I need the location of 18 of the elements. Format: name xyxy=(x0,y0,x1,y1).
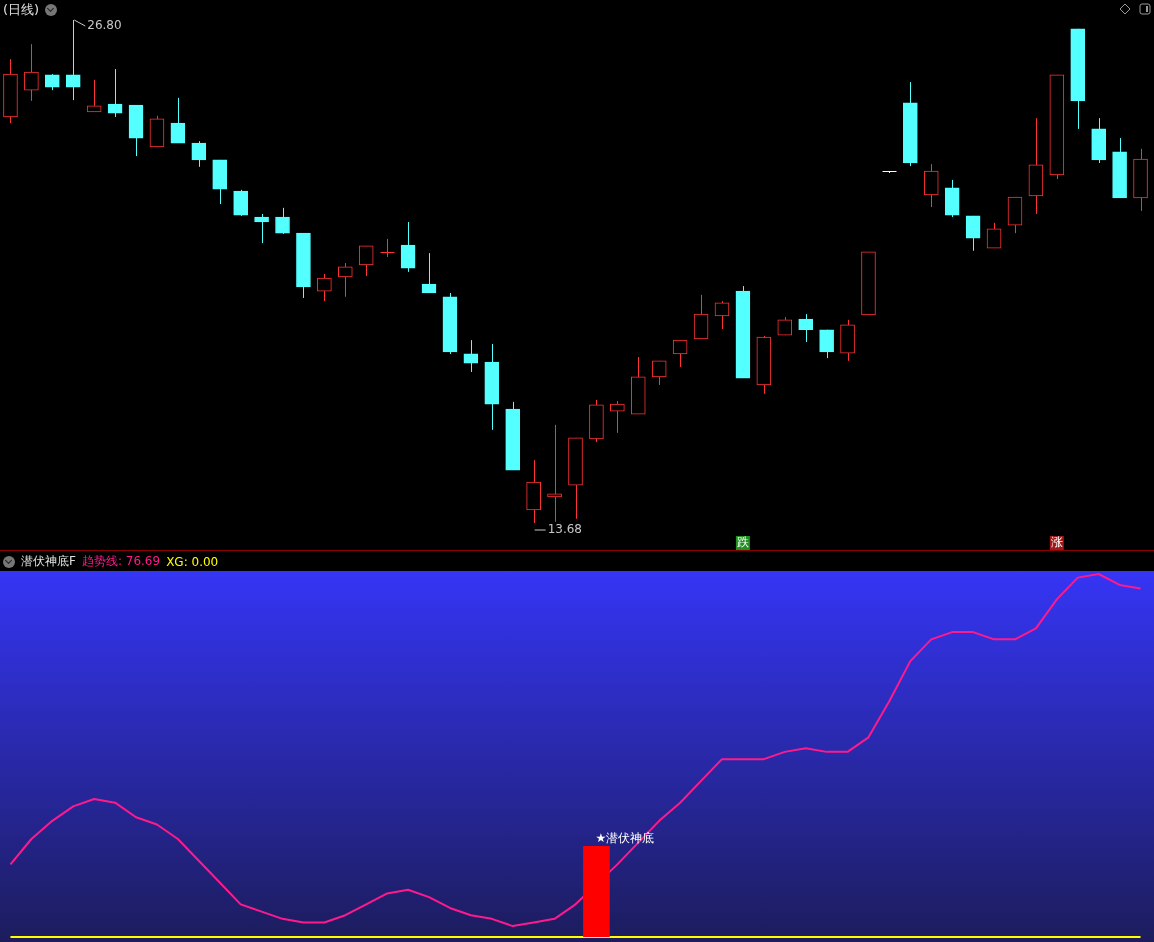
candlestick xyxy=(170,97,186,144)
candlestick xyxy=(400,221,416,273)
text: 跌 xyxy=(736,535,749,550)
chart-title: (日线) xyxy=(3,1,40,19)
candlestick xyxy=(693,294,709,340)
text: 涨 xyxy=(1050,535,1063,550)
candlestick xyxy=(819,329,834,359)
candlestick xyxy=(233,189,248,217)
chart-title: 潜伏神底F xyxy=(21,553,76,570)
candlestick xyxy=(610,400,625,434)
text: XG: 0.00 xyxy=(166,554,219,569)
annotation: ★潜伏神底 xyxy=(595,831,655,846)
candlestick xyxy=(965,215,981,252)
annotation: 13.68 xyxy=(547,522,582,537)
candlestick xyxy=(923,163,939,208)
text: 趋势线: 76.69 xyxy=(81,553,161,570)
annotation: 26.80 xyxy=(87,18,122,33)
candlestick xyxy=(380,238,395,258)
